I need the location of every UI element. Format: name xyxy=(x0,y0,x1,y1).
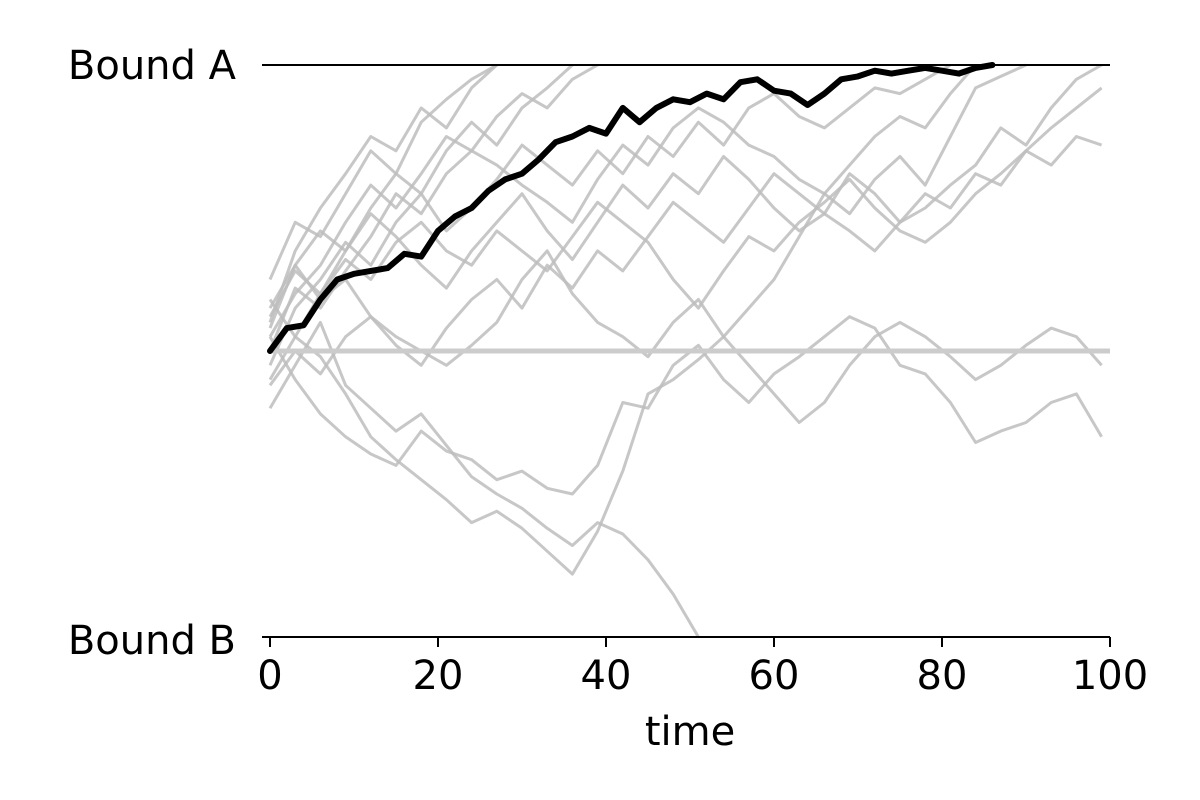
x-tick-label: 20 xyxy=(413,653,464,699)
background-path-2 xyxy=(268,315,1103,496)
x-ticks: 0 20 40 60 80 100 xyxy=(257,637,1148,699)
background-path-8 xyxy=(268,63,1103,318)
background-path-10 xyxy=(268,64,977,352)
background-path-3 xyxy=(268,249,1103,424)
background-path-11 xyxy=(268,63,574,329)
background-path-9 xyxy=(268,135,1103,339)
x-tick-label: 80 xyxy=(917,653,968,699)
background-path-5 xyxy=(268,63,498,323)
highlight-path xyxy=(267,62,996,354)
x-tick-label: 0 xyxy=(257,653,282,699)
x-axis-label: time xyxy=(645,709,735,755)
bound-b-label: Bound B xyxy=(68,618,236,664)
x-tick-label: 100 xyxy=(1072,653,1148,699)
bound-a-label: Bound A xyxy=(68,43,237,89)
background-path-4 xyxy=(268,63,498,281)
background-path-6 xyxy=(268,63,599,338)
x-tick-label: 40 xyxy=(581,653,632,699)
background-path-12 xyxy=(268,86,1103,387)
x-tick-label: 60 xyxy=(749,653,800,699)
background-paths xyxy=(268,63,1103,638)
background-path-0 xyxy=(268,320,700,638)
background-path-1 xyxy=(268,63,1027,576)
